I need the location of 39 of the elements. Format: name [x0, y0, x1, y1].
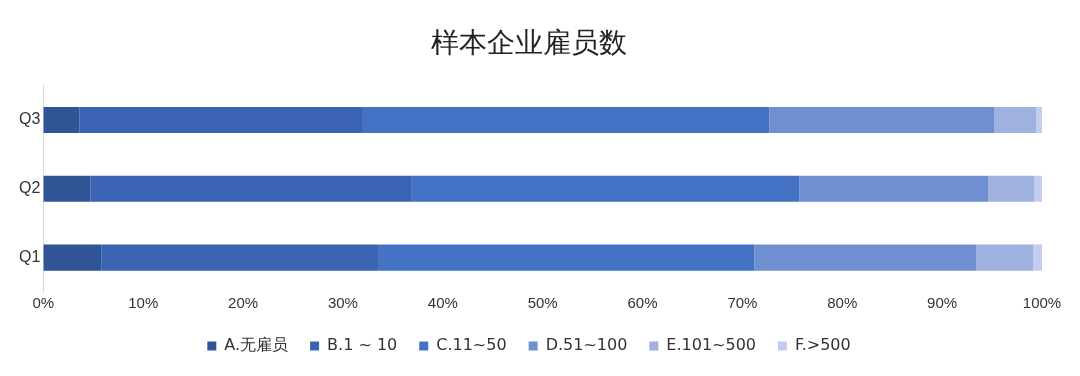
- bar: [43, 244, 102, 271]
- x-tick-label: 20%: [228, 294, 259, 312]
- bar: [769, 106, 995, 134]
- x-tick-label: 10%: [128, 294, 159, 312]
- x-tick-label: 100%: [1022, 294, 1062, 312]
- bar: [799, 175, 989, 202]
- x-tick-label: 90%: [927, 294, 958, 312]
- chart-title: 样本企业雇员数: [431, 26, 627, 60]
- bar: [378, 244, 755, 271]
- x-tick-label: 30%: [327, 294, 358, 312]
- bar: [43, 106, 80, 134]
- bar: [754, 244, 977, 271]
- legend-label: E.101~500: [666, 335, 757, 355]
- legend-label: D.51~100: [545, 335, 628, 355]
- bar: [1033, 244, 1042, 271]
- x-tick-label: 50%: [527, 294, 558, 312]
- bar: [411, 175, 800, 202]
- x-tick-label: 40%: [427, 294, 458, 312]
- legend-label: A.无雇员: [224, 335, 289, 355]
- bar: [994, 106, 1037, 134]
- x-tick-label: 80%: [827, 294, 858, 312]
- bar: [988, 175, 1035, 202]
- bar: [90, 175, 412, 202]
- x-tick-label: 70%: [727, 294, 758, 312]
- bar: [43, 175, 91, 202]
- bar: [1034, 175, 1042, 202]
- y-tick-label: Q1: [19, 248, 41, 266]
- x-tick-label: 60%: [627, 294, 658, 312]
- legend-label: B.1 ~ 10: [327, 335, 398, 355]
- bar: [101, 244, 379, 271]
- y-tick-label: Q2: [19, 179, 41, 197]
- bar: [79, 106, 363, 134]
- legend-label: F.>500: [795, 335, 851, 355]
- y-tick-label: Q3: [19, 110, 41, 128]
- bar: [362, 106, 770, 134]
- bar: [1036, 106, 1042, 134]
- legend-label: C.11~50: [436, 335, 507, 355]
- x-tick-label: 0%: [32, 294, 55, 312]
- bar: [976, 244, 1034, 271]
